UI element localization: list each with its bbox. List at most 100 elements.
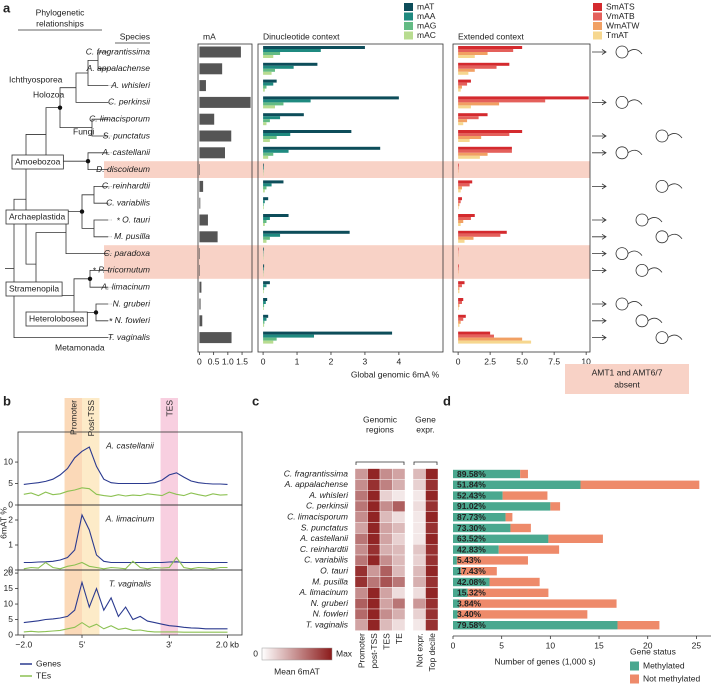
x-tick-label: 0.5 bbox=[208, 356, 220, 366]
bar bbox=[263, 146, 381, 150]
panel-frame bbox=[197, 43, 253, 353]
legend-label: WmATW bbox=[606, 20, 639, 30]
value-label: 89.58% bbox=[457, 469, 486, 479]
group-title: regions bbox=[366, 424, 394, 434]
bar bbox=[263, 163, 264, 167]
bar bbox=[458, 68, 475, 72]
bar-segment bbox=[459, 599, 617, 608]
colorbar-label: 0 bbox=[253, 648, 258, 658]
value-label: 73.30% bbox=[457, 523, 486, 533]
bar-segment bbox=[453, 545, 499, 554]
bar bbox=[263, 223, 265, 226]
bar bbox=[263, 230, 350, 234]
bar bbox=[458, 223, 461, 226]
annotation: absent bbox=[614, 379, 640, 389]
bar bbox=[458, 217, 471, 220]
bar bbox=[458, 214, 475, 217]
legend-label: Genes bbox=[36, 658, 61, 668]
heat-cell bbox=[412, 576, 426, 588]
x-tick-label: 1.5 bbox=[236, 356, 248, 366]
bar bbox=[458, 304, 460, 307]
heat-cell bbox=[412, 522, 426, 534]
bar-segment bbox=[498, 545, 560, 554]
band-label: Post-TSS bbox=[86, 400, 96, 437]
x-tick-label: 1 bbox=[295, 356, 300, 366]
cell-icon bbox=[655, 129, 669, 143]
heat-cell bbox=[412, 598, 426, 610]
bar bbox=[458, 298, 464, 301]
bar bbox=[263, 214, 289, 217]
bar bbox=[199, 147, 225, 159]
bar bbox=[263, 65, 294, 69]
heat-cell bbox=[367, 576, 381, 588]
bar bbox=[199, 46, 241, 58]
panel-label: a bbox=[3, 0, 11, 15]
bar bbox=[263, 133, 291, 136]
heat-cell bbox=[379, 522, 393, 534]
tree-node bbox=[79, 209, 85, 214]
bar bbox=[458, 146, 512, 150]
heat-cell bbox=[392, 598, 406, 610]
value-label: 63.52% bbox=[457, 534, 486, 544]
legend-swatch bbox=[404, 3, 413, 11]
panel-frame bbox=[257, 43, 444, 353]
group-bracket bbox=[413, 461, 438, 465]
x-tick-label: 15 bbox=[594, 640, 604, 650]
species-label: C. fragrantissima bbox=[284, 468, 349, 478]
bar bbox=[263, 122, 267, 126]
bar bbox=[263, 203, 264, 207]
y-tick-label: 10 bbox=[4, 456, 14, 466]
heat-cell bbox=[367, 544, 381, 556]
icon-arrow bbox=[592, 183, 607, 190]
bar-segment bbox=[453, 523, 511, 533]
x-tick-label: 2 bbox=[329, 356, 334, 366]
flagellum bbox=[627, 301, 643, 307]
bar bbox=[263, 113, 304, 117]
heat-cell bbox=[354, 490, 368, 502]
bar bbox=[458, 233, 501, 237]
heat-cell bbox=[354, 587, 368, 599]
bar bbox=[458, 220, 464, 223]
bar bbox=[458, 105, 471, 109]
heat-cell bbox=[425, 587, 439, 599]
bar bbox=[263, 79, 277, 83]
icon-arrow bbox=[592, 233, 607, 240]
x-tick-label: 2.0 kb bbox=[216, 639, 239, 649]
bar bbox=[458, 122, 464, 126]
bar-segment bbox=[460, 567, 497, 576]
column-label: Top decile bbox=[427, 633, 437, 672]
heat-cell bbox=[412, 511, 426, 523]
bar bbox=[263, 152, 274, 156]
flagellum bbox=[627, 99, 643, 105]
species-label: A. whisleri bbox=[110, 80, 151, 90]
heat-cell bbox=[425, 565, 439, 577]
bar-segment bbox=[453, 567, 461, 576]
clade-box bbox=[25, 311, 88, 327]
x-tick-label: 4 bbox=[397, 356, 402, 366]
bar bbox=[263, 320, 265, 324]
bar-segment bbox=[550, 502, 561, 511]
bar bbox=[458, 264, 459, 268]
cell-icon bbox=[635, 314, 649, 328]
bar bbox=[263, 52, 281, 55]
heat-cell bbox=[354, 608, 368, 621]
y-tick-label: 20 bbox=[4, 567, 14, 577]
tree-branch bbox=[73, 278, 96, 313]
heat-cell bbox=[412, 533, 426, 545]
heat-cell bbox=[367, 619, 381, 631]
bar bbox=[458, 85, 462, 89]
bar bbox=[458, 340, 532, 344]
heat-cell bbox=[379, 598, 393, 610]
bar bbox=[263, 88, 265, 92]
legend-label: Methylated bbox=[643, 660, 685, 670]
cell-icon bbox=[615, 45, 629, 59]
bar bbox=[263, 119, 270, 123]
legend-title: Gene status bbox=[630, 646, 676, 656]
bar bbox=[263, 298, 268, 301]
x-tick-label: 7.5 bbox=[548, 356, 560, 366]
legend-swatch bbox=[593, 12, 602, 21]
heat-cell bbox=[392, 468, 406, 480]
heat-cell bbox=[354, 479, 368, 491]
bar-segment bbox=[505, 513, 513, 522]
